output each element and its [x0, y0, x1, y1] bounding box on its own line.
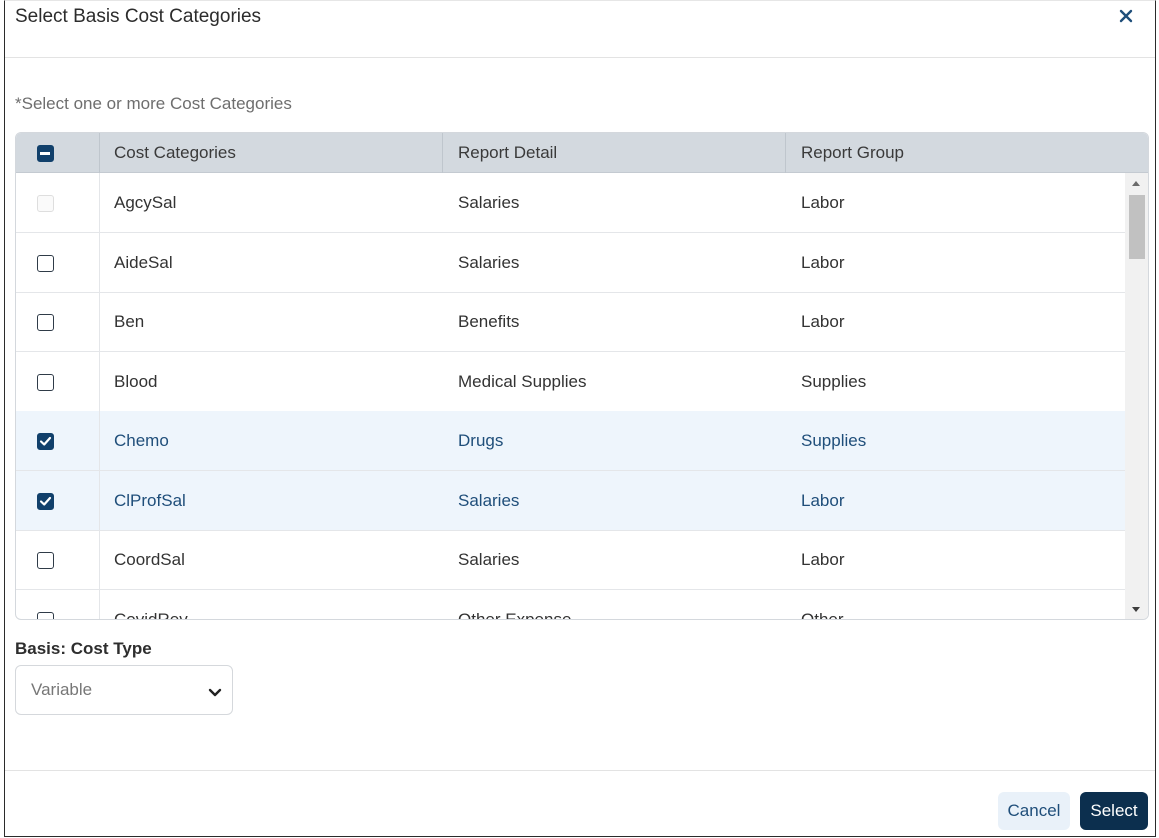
cell-report-detail: Medical Supplies	[458, 372, 587, 391]
row-checkbox[interactable]	[37, 314, 54, 331]
cost-categories-table: Cost Categories Report Detail Report Gro…	[15, 132, 1149, 620]
basis-cost-type-label: Basis: Cost Type	[15, 639, 152, 658]
cell-report-group: Labor	[801, 312, 845, 331]
table-row[interactable]: ClProfSal Salaries Labor	[16, 471, 1127, 531]
row-checkbox[interactable]	[37, 374, 54, 391]
check-icon	[39, 496, 52, 506]
check-icon	[39, 436, 52, 446]
dialog-title: Select Basis Cost Categories	[15, 6, 262, 27]
row-checkbox-cell	[16, 530, 100, 589]
cell-report-detail: Salaries	[458, 253, 520, 272]
dialog-footer: Cancel Select	[5, 770, 1155, 838]
cell-report-group: Labor	[801, 193, 845, 212]
table-scrollbar[interactable]	[1125, 173, 1148, 619]
select-button[interactable]: Select	[1080, 792, 1148, 830]
table-row[interactable]: CovidRev Other Expense Other	[16, 590, 1127, 620]
cell-report-group: Labor	[801, 550, 845, 569]
cell-cost-category: Chemo	[114, 431, 169, 450]
basis-cost-type-value: Variable	[31, 680, 93, 699]
row-checkbox[interactable]	[37, 493, 54, 510]
select-basis-dialog: Select Basis Cost Categories *Select one…	[4, 0, 1156, 837]
cell-report-group: Labor	[801, 253, 845, 272]
cell-cost-category: ClProfSal	[114, 491, 186, 510]
row-checkbox[interactable]	[37, 552, 54, 569]
column-header-cost-categories[interactable]: Cost Categories	[100, 133, 443, 173]
table-row[interactable]: CoordSal Salaries Labor	[16, 530, 1127, 590]
table-row[interactable]: AgcySal Salaries Labor	[16, 173, 1127, 233]
selection-hint: *Select one or more Cost Categories	[15, 94, 292, 113]
cell-report-detail: Drugs	[458, 431, 504, 450]
dialog-header: Select Basis Cost Categories	[5, 1, 1155, 58]
cell-report-detail: Salaries	[458, 193, 520, 212]
cell-report-group: Other	[801, 610, 844, 620]
row-checkbox-cell	[16, 352, 100, 411]
row-checkbox	[37, 195, 54, 212]
cell-cost-category: CovidRev	[114, 610, 188, 620]
cell-report-detail: Benefits	[458, 312, 520, 331]
row-checkbox-cell	[16, 173, 100, 232]
basis-cost-type-select[interactable]: Variable	[15, 665, 233, 715]
column-header-report-group[interactable]: Report Group	[801, 143, 904, 162]
cell-cost-category: Blood	[114, 372, 158, 391]
cell-report-detail: Salaries	[458, 550, 520, 569]
row-checkbox-cell	[16, 590, 100, 619]
cell-report-group: Supplies	[801, 372, 867, 391]
cell-cost-category: AideSal	[114, 253, 173, 272]
cell-report-detail: Salaries	[458, 491, 520, 510]
table-header: Cost Categories Report Detail Report Gro…	[16, 133, 1148, 173]
table-row[interactable]: AideSal Salaries Labor	[16, 233, 1127, 293]
table-row[interactable]: Ben Benefits Labor	[16, 292, 1127, 352]
select-all-checkbox[interactable]	[37, 145, 54, 162]
cell-cost-category: AgcySal	[114, 193, 177, 212]
table-body: AgcySal Salaries Labor AideSal Salaries Labor…	[16, 173, 1127, 620]
row-checkbox-cell	[16, 292, 100, 351]
cell-report-group: Supplies	[801, 431, 867, 450]
close-icon[interactable]	[1117, 7, 1135, 25]
cancel-button[interactable]: Cancel	[998, 792, 1070, 830]
row-checkbox-cell	[16, 471, 100, 530]
chevron-down-icon	[208, 685, 222, 703]
table-row[interactable]: Blood Medical Supplies Supplies	[16, 352, 1127, 412]
row-checkbox[interactable]	[37, 433, 54, 450]
scroll-down-arrow-icon[interactable]	[1132, 607, 1140, 612]
scrollbar-thumb[interactable]	[1129, 195, 1145, 259]
row-checkbox[interactable]	[37, 612, 54, 619]
row-checkbox-cell	[16, 233, 100, 292]
header-checkbox-cell	[16, 133, 100, 173]
cell-cost-category: CoordSal	[114, 550, 185, 569]
row-checkbox-cell	[16, 411, 100, 470]
row-checkbox[interactable]	[37, 255, 54, 272]
cell-report-group: Labor	[801, 491, 845, 510]
cell-report-detail: Other Expense	[458, 610, 572, 620]
table-row[interactable]: Chemo Drugs Supplies	[16, 411, 1127, 471]
column-header-report-detail[interactable]: Report Detail	[443, 133, 786, 173]
cell-cost-category: Ben	[114, 312, 145, 331]
scroll-up-arrow-icon[interactable]	[1132, 181, 1140, 186]
